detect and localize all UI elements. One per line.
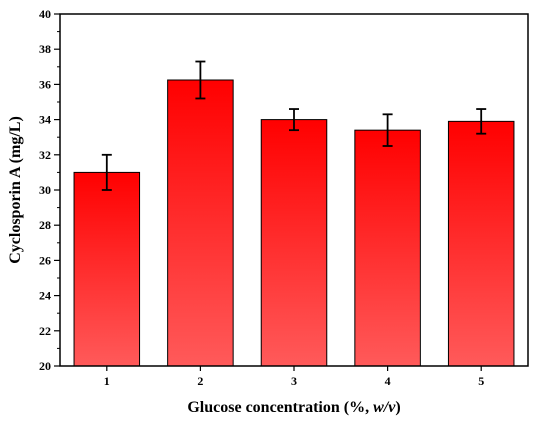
y-tick-label: 32 — [39, 148, 51, 162]
y-tick-label: 28 — [39, 218, 51, 232]
bar-4 — [354, 129, 421, 367]
x-axis-title: Glucose concentration (%, w/v) — [187, 399, 400, 416]
y-tick-label: 38 — [39, 42, 51, 56]
y-tick-label: 34 — [39, 113, 51, 127]
bar-3 — [260, 119, 328, 367]
error-bar-2 — [195, 60, 206, 100]
error-bar-3 — [289, 108, 299, 132]
y-tick-label: 40 — [39, 7, 51, 21]
y-axis-title: Cyclosporin A (mg/L) — [7, 116, 24, 264]
x-tick-label: 4 — [385, 374, 391, 388]
error-bars-group — [101, 60, 487, 191]
y-tick-label: 24 — [39, 289, 51, 303]
y-tick-label: 30 — [39, 183, 51, 197]
x-axis-title-italic: w/v — [373, 399, 396, 416]
y-axis: 20 22 24 26 28 30 32 34 36 38 40 — [39, 7, 60, 373]
x-axis-title-main: Glucose concentration (%, — [187, 399, 373, 416]
y-tick-label: 22 — [39, 324, 51, 338]
x-axis-title-end: ) — [395, 399, 400, 416]
bar-2 — [167, 79, 234, 367]
x-axis: 1 2 3 4 5 — [104, 366, 484, 388]
y-tick-label: 36 — [39, 77, 51, 91]
error-bar-5 — [476, 108, 487, 135]
x-tick-label: 3 — [291, 374, 297, 388]
x-tick-label: 2 — [197, 374, 203, 388]
x-tick-label: 5 — [478, 374, 484, 388]
error-bar-1 — [101, 153, 112, 191]
y-tick-label: 26 — [39, 253, 51, 267]
bar-1 — [73, 171, 141, 367]
error-bar-4 — [382, 113, 393, 147]
y-tick-label: 20 — [39, 359, 51, 373]
x-tick-label: 1 — [104, 374, 110, 388]
bar-5 — [447, 120, 515, 367]
